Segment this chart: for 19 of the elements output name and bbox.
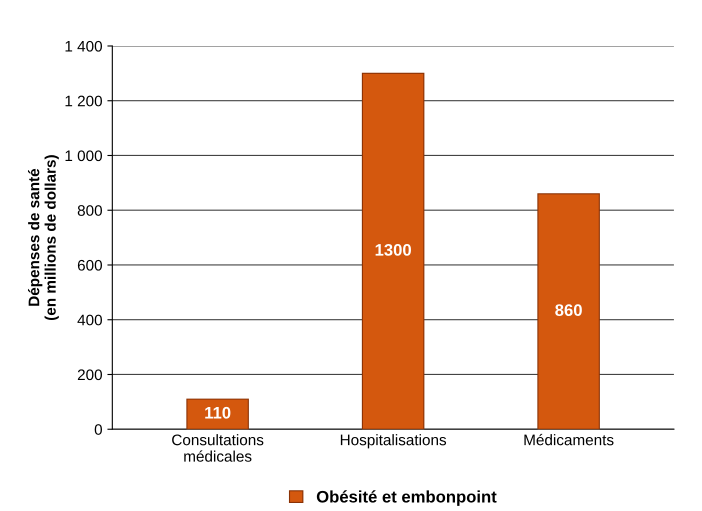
y-tick-label: 1 000	[66, 150, 102, 162]
y-tick-label: 200	[78, 369, 102, 380]
data-label: 1300	[376, 244, 411, 256]
data-label: 860	[555, 304, 582, 316]
bar	[537, 193, 600, 430]
y-tick-label: 400	[77, 314, 102, 326]
y-tick-label: 1 200	[66, 96, 102, 106]
y-tick-label: 800	[78, 205, 102, 216]
legend-label: Obésité et embonpoint	[316, 490, 497, 506]
x-tick-label: Consultations médicales	[172, 434, 264, 462]
x-tick-label: Médicaments	[524, 434, 614, 446]
y-tick-label: 600	[78, 260, 102, 271]
bar	[362, 72, 424, 430]
x-tick-label: Hospitalisations	[340, 434, 446, 448]
y-axis-title: Dépenses de santé (en millions de dollars)	[28, 155, 59, 320]
bar	[186, 398, 249, 430]
data-label: 110	[205, 406, 230, 419]
y-tick-label: 0	[94, 424, 102, 435]
y-tick-label: 1 400	[66, 40, 102, 52]
